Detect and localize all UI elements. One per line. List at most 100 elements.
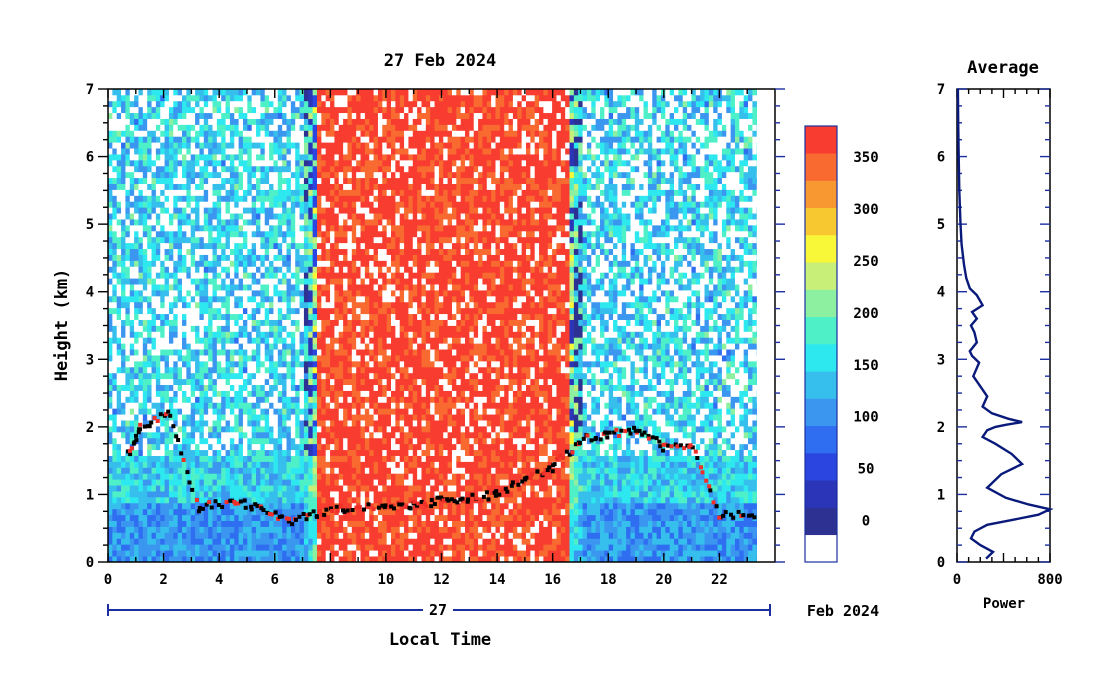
heatmap-cell — [238, 248, 244, 255]
heatmap-cell — [334, 544, 340, 551]
heatmap-cell — [277, 360, 283, 368]
heatmap-cell — [303, 337, 309, 344]
heatmap-cell — [347, 142, 353, 149]
heatmap-cell — [182, 278, 187, 285]
heatmap-cell — [216, 443, 222, 451]
heatmap-cell — [299, 307, 305, 315]
heatmap-cell — [325, 219, 331, 226]
heatmap-cell — [138, 449, 144, 456]
heatmap-cell — [199, 213, 205, 220]
heatmap-cell — [147, 219, 152, 226]
heatmap-cell — [221, 201, 226, 208]
heatmap-cell — [112, 325, 118, 332]
heatmap-cell — [129, 159, 135, 167]
heatmap-cell — [360, 118, 366, 125]
heatmap-cell — [251, 378, 257, 386]
heatmap-cell — [138, 496, 144, 504]
heatmap-cell — [177, 284, 183, 291]
heatmap-cell — [142, 366, 148, 374]
heatmap-cell — [286, 473, 292, 480]
heatmap-cell — [182, 195, 187, 202]
heatmap-cell — [212, 254, 218, 261]
heatmap-cell — [225, 313, 231, 320]
heatmap-cell — [264, 100, 270, 108]
heatmap-cell — [321, 479, 327, 486]
heatmap-cell — [325, 284, 331, 291]
heatmap-cell — [312, 112, 318, 119]
heatmap-cell — [277, 189, 283, 196]
heatmap-cell — [134, 284, 139, 291]
heatmap-cell — [186, 213, 192, 220]
heatmap-cell — [155, 118, 161, 125]
heatmap-cell — [203, 290, 209, 297]
heatmap-cell — [303, 319, 309, 326]
heatmap-cell — [273, 136, 279, 143]
heatmap-cell — [377, 473, 383, 480]
heatmap-cell — [112, 106, 118, 114]
heatmap-cell — [208, 260, 213, 267]
heatmap-cell — [286, 124, 292, 131]
heatmap-cell — [308, 183, 314, 190]
heatmap-cell — [295, 112, 300, 119]
heatmap-cell — [168, 301, 174, 309]
heatmap-cell — [199, 455, 205, 462]
heatmap-cell — [303, 485, 309, 492]
heatmap-cell — [269, 100, 274, 108]
heatmap-cell — [356, 485, 361, 492]
heatmap-cell — [360, 426, 366, 433]
heatmap-cell — [299, 124, 305, 131]
heatmap-cell — [221, 550, 226, 557]
heatmap-cell — [155, 337, 161, 344]
heatmap-cell — [221, 443, 226, 451]
heatmap-cell — [251, 201, 257, 208]
heatmap-cell — [295, 242, 300, 250]
heatmap-cell — [208, 171, 213, 179]
heatmap-cell — [299, 496, 305, 504]
heatmap-cell — [260, 142, 266, 149]
heatmap-cell — [334, 467, 340, 474]
heatmap-cell — [373, 455, 379, 462]
heatmap-cell — [360, 455, 366, 462]
heatmap-cell — [147, 496, 152, 504]
heatmap-cell — [147, 384, 152, 391]
heatmap-cell — [121, 94, 126, 102]
heatmap-cell — [251, 307, 257, 315]
heatmap-cell — [303, 248, 309, 255]
heatmap-cell — [208, 230, 213, 238]
heatmap-cell — [347, 449, 353, 456]
heatmap-cell — [273, 325, 279, 332]
heatmap-cell — [195, 343, 200, 350]
heatmap-cell — [129, 266, 135, 273]
heatmap-cell — [238, 272, 244, 279]
heatmap-cell — [303, 331, 309, 338]
heatmap-cell — [351, 236, 357, 244]
heatmap-cell — [138, 290, 144, 297]
heatmap-cell — [299, 349, 305, 356]
heatmap-cell — [303, 177, 309, 184]
heatmap-cell — [186, 337, 192, 344]
heatmap-cell — [299, 544, 305, 551]
heatmap-cell — [177, 301, 183, 309]
heatmap-cell — [256, 94, 261, 102]
heatmap-cell — [216, 538, 222, 545]
heatmap-cell — [229, 112, 235, 119]
heatmap-cell — [260, 278, 266, 285]
heatmap-cell — [164, 396, 170, 403]
heatmap-cell — [316, 455, 322, 462]
heatmap-cell — [286, 426, 292, 433]
heatmap-cell — [155, 538, 161, 545]
heatmap-cell — [269, 177, 274, 184]
heatmap-cell — [343, 337, 348, 344]
heatmap-cell — [134, 272, 139, 279]
heatmap-cell — [356, 189, 361, 196]
heatmap-cell — [138, 171, 144, 179]
heatmap-cell — [121, 331, 126, 338]
heatmap-cell — [264, 502, 270, 510]
heatmap-cell — [229, 142, 235, 149]
heatmap-cell — [286, 496, 292, 504]
heatmap-cell — [251, 426, 257, 433]
heatmap-cell — [325, 390, 331, 397]
heatmap-cell — [164, 189, 170, 196]
heatmap-cell — [260, 284, 266, 291]
heatmap-cell — [238, 159, 244, 167]
